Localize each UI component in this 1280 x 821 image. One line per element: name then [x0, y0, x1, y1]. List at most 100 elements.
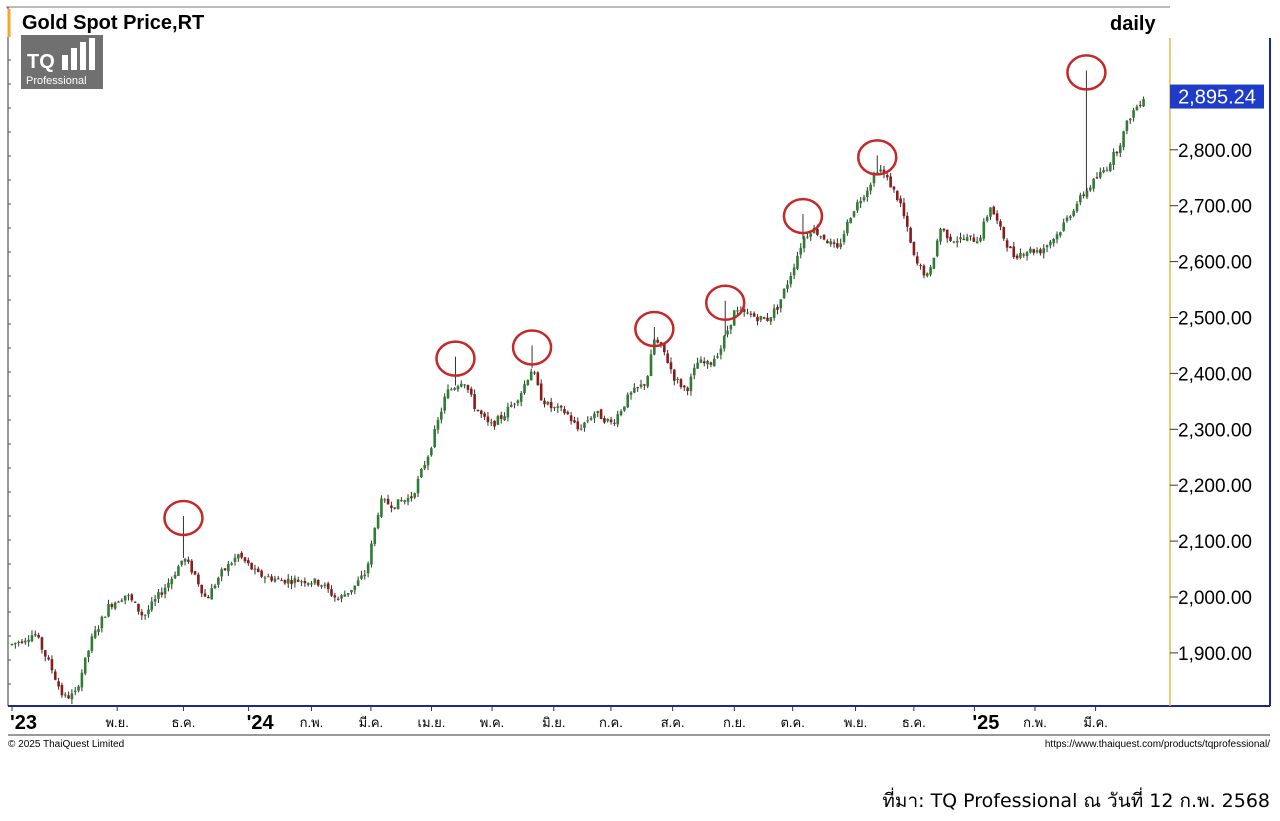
candle-body: [859, 200, 862, 204]
candle-body: [253, 568, 257, 570]
candle-body: [390, 505, 393, 508]
candle-body: [646, 376, 649, 387]
y-tick-label: 2,000.00: [1178, 588, 1252, 609]
candle-body: [915, 256, 919, 264]
high-marker-circle: [435, 340, 476, 377]
candle-body: [623, 406, 626, 411]
candle-body: [633, 387, 636, 393]
candle-body: [586, 420, 590, 422]
candle-body: [566, 411, 570, 415]
candle-body: [1138, 104, 1142, 106]
x-tick-label: ส.ค.: [661, 715, 685, 730]
candle-body: [826, 240, 829, 244]
candle-body: [955, 240, 959, 243]
source-caption: ที่มา: TQ Professional ณ วันที่ 12 ก.พ. …: [882, 790, 1270, 812]
candle-body: [1082, 194, 1085, 196]
candle-body: [47, 657, 50, 660]
candle-body: [489, 422, 493, 424]
y-tick-label: 2,700.00: [1178, 197, 1252, 218]
candle-body: [370, 543, 373, 565]
x-tick-label: พ.ย.: [105, 715, 128, 730]
candle-body: [939, 229, 942, 242]
candle-body: [506, 406, 510, 418]
candle-body: [157, 592, 160, 599]
candle-body: [1095, 177, 1099, 179]
candle-body: [1105, 169, 1109, 171]
candle-body: [93, 630, 97, 638]
candle-body: [922, 265, 926, 276]
candle-body: [609, 419, 613, 423]
candle-body: [310, 583, 313, 585]
candle-body: [1035, 250, 1039, 253]
candle-body: [286, 578, 290, 584]
candle-body: [207, 596, 210, 599]
x-tick-label: '25: [972, 712, 999, 734]
candle-body: [766, 317, 769, 321]
candle-body: [1075, 203, 1079, 212]
candle-body: [123, 595, 127, 601]
candle-body: [909, 227, 912, 243]
candle-body: [1002, 226, 1006, 239]
candle-body: [496, 416, 500, 425]
candle-body: [459, 383, 463, 387]
candle-body: [659, 342, 663, 345]
candle-body: [133, 601, 137, 603]
candle-body: [899, 198, 902, 204]
candle-body: [559, 405, 563, 408]
candle-body: [1108, 163, 1112, 171]
candle-body: [280, 580, 283, 582]
candle-body: [1102, 170, 1105, 173]
candle-body: [616, 414, 620, 425]
candle-body: [1032, 249, 1036, 253]
candle-body: [919, 265, 922, 267]
candle-body: [749, 313, 753, 315]
candle-body: [97, 628, 100, 632]
chart-title: Gold Spot Price,RT: [22, 12, 204, 34]
candle-body: [975, 241, 979, 244]
candle-body: [1079, 195, 1082, 203]
high-marker-circle: [511, 329, 553, 366]
candle-body: [596, 410, 600, 413]
candle-body: [117, 601, 120, 603]
candle-body: [756, 316, 759, 322]
high-marker-circle: [163, 499, 204, 537]
candle-body: [483, 413, 486, 417]
candle-body: [266, 576, 270, 578]
candle-body: [912, 241, 916, 255]
candle-body: [386, 498, 390, 505]
x-tick-label: พ.ย.: [844, 715, 867, 730]
x-tick-label: ต.ค.: [780, 715, 804, 730]
candle-body: [403, 500, 407, 502]
candle-body: [776, 306, 779, 310]
url-text: https://www.thaiquest.com/products/tqpro…: [1045, 739, 1270, 750]
candle-body: [90, 636, 94, 651]
candle-body: [177, 566, 180, 576]
x-tick-label: ก.ค.: [599, 715, 623, 730]
candle-body: [120, 600, 124, 602]
candle-body: [639, 384, 643, 387]
candle-body: [772, 308, 776, 318]
chart-svg: Gold Spot Price,RT daily TQ Professional…: [6, 6, 1271, 750]
candle-body: [223, 568, 227, 571]
candle-body: [719, 348, 723, 355]
candle-body: [220, 569, 223, 577]
candle-body: [263, 577, 267, 579]
candle-body: [313, 578, 317, 584]
x-axis-label-layer: '23 พ.ย. ธ.ค. '24 ก.พ. มี.ค. เม.ย. พ.ค. มิ.ย. ก.ค…: [10, 706, 1108, 734]
candle-body: [836, 243, 839, 248]
candle-body: [536, 372, 540, 386]
candle-body: [420, 469, 423, 478]
last-price-tag-box: [1170, 84, 1264, 109]
x-tick-label: '24: [247, 712, 275, 734]
candle-body: [589, 418, 593, 420]
candle-body: [1089, 187, 1092, 191]
candle-body: [373, 527, 377, 545]
y-tick-label: 2,200.00: [1178, 476, 1252, 497]
candle-body: [1072, 210, 1075, 216]
candle-body: [935, 240, 939, 257]
candle-body: [1112, 151, 1115, 165]
candle-body: [816, 228, 819, 235]
candle-body: [1085, 190, 1089, 198]
y-tick-label: 2,500.00: [1178, 308, 1252, 329]
candle-body: [759, 316, 763, 320]
